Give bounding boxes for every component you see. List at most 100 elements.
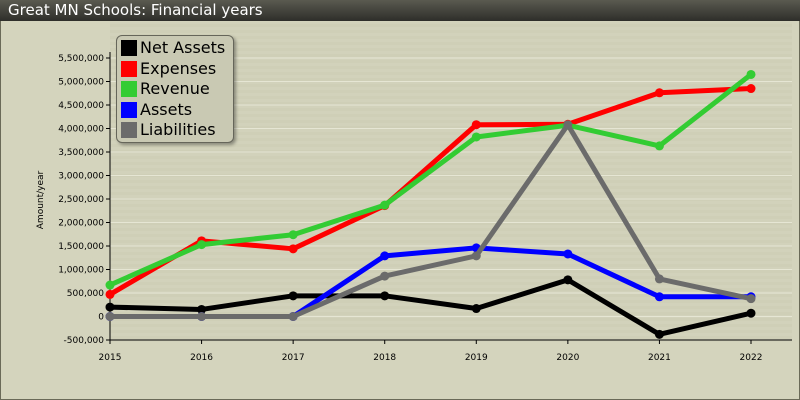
plot-band xyxy=(110,186,792,189)
plot-band xyxy=(110,30,792,33)
x-tick-label: 2017 xyxy=(282,353,305,363)
legend-label: Assets xyxy=(140,99,193,119)
plot-band xyxy=(110,228,792,231)
plot-band xyxy=(110,48,792,51)
plot-band xyxy=(110,270,792,273)
plot-band xyxy=(110,66,792,69)
data-point-revenue xyxy=(471,132,481,142)
y-tick-label: 4,500,000 xyxy=(58,101,104,111)
data-point-net-assets xyxy=(105,302,115,312)
plot-band xyxy=(110,234,792,237)
data-point-liabilities xyxy=(471,251,481,261)
plot-band xyxy=(110,102,792,105)
legend-item-assets: Assets xyxy=(121,100,192,120)
data-point-revenue xyxy=(380,200,390,210)
x-tick-label: 2020 xyxy=(556,353,579,363)
x-tick-label: 2015 xyxy=(99,353,122,363)
data-point-liabilities xyxy=(197,312,207,321)
data-point-revenue xyxy=(105,280,115,290)
data-point-assets xyxy=(563,249,573,259)
plot-band xyxy=(110,126,792,129)
data-point-net-assets xyxy=(746,308,756,318)
plot-band xyxy=(110,84,792,87)
plot-band xyxy=(110,264,792,267)
data-point-assets xyxy=(380,251,390,261)
plot-band xyxy=(110,210,792,213)
plot-band xyxy=(110,162,792,165)
plot-band xyxy=(110,330,792,333)
plot-band xyxy=(110,168,792,171)
plot-band xyxy=(110,96,792,99)
series-line-net-assets xyxy=(107,277,754,337)
legend-swatch xyxy=(121,81,137,97)
plot-band xyxy=(110,222,792,225)
y-tick-label: 0 xyxy=(98,313,104,323)
y-tick-label: 5,000,000 xyxy=(58,78,104,88)
legend: Net Assets Expenses Revenue Assets Liabiliti… xyxy=(116,35,234,143)
data-point-net-assets xyxy=(288,291,298,301)
data-point-revenue xyxy=(288,230,298,240)
plot-band xyxy=(110,72,792,75)
data-point-liabilities xyxy=(746,294,756,304)
data-point-liabilities xyxy=(380,271,390,281)
plot-band xyxy=(110,180,792,183)
plot-band xyxy=(110,54,792,57)
x-tick-label: 2018 xyxy=(373,353,396,363)
plot-band xyxy=(110,204,792,207)
data-point-net-assets xyxy=(197,304,207,314)
plot-band xyxy=(110,108,792,111)
legend-label: Revenue xyxy=(140,79,210,98)
plot-band xyxy=(110,282,792,285)
y-tick-label: 500,000 xyxy=(67,289,104,299)
plot-band xyxy=(110,336,792,339)
plot-band xyxy=(110,90,792,93)
plot-band xyxy=(110,114,792,117)
plot-band xyxy=(110,294,792,297)
data-point-liabilities xyxy=(563,120,573,130)
legend-swatch xyxy=(121,60,137,77)
y-tick-label: 2,000,000 xyxy=(58,219,104,229)
plot-band xyxy=(110,120,792,123)
plot-band xyxy=(110,324,792,327)
chart-title: Great MN Schools: Financial years xyxy=(8,1,263,19)
y-tick-label: 2,500,000 xyxy=(58,195,104,205)
y-tick-label: 1,500,000 xyxy=(58,242,104,252)
plot-band xyxy=(110,300,792,303)
plot-band xyxy=(110,60,792,63)
x-tick-label: 2019 xyxy=(465,353,488,363)
legend-swatch xyxy=(121,40,137,56)
legend-swatch xyxy=(121,122,137,138)
data-point-expenses xyxy=(288,244,298,254)
plot-band xyxy=(110,288,792,291)
y-tick-label: 1,000,000 xyxy=(58,266,104,276)
y-tick-label: 3,000,000 xyxy=(58,172,104,182)
y-tick-label: 4,000,000 xyxy=(58,125,104,135)
data-point-revenue xyxy=(746,69,756,79)
data-point-expenses xyxy=(654,88,664,98)
plot-band xyxy=(110,252,792,255)
plot-band xyxy=(110,24,792,27)
plot-band xyxy=(110,36,792,39)
plot-band xyxy=(110,312,792,315)
data-point-liabilities xyxy=(105,312,115,321)
data-point-expenses xyxy=(746,84,756,94)
data-point-revenue xyxy=(654,141,664,151)
plot-band xyxy=(110,240,792,243)
legend-label: Expenses xyxy=(140,58,217,78)
y-tick-label: -500,000 xyxy=(64,336,105,346)
data-point-revenue xyxy=(197,240,207,250)
plot-band xyxy=(110,192,792,195)
y-tick-label: 5,500,000 xyxy=(58,54,104,64)
x-tick-label: 2016 xyxy=(190,353,213,363)
data-point-net-assets xyxy=(471,304,481,314)
data-point-expenses xyxy=(105,289,115,299)
legend-item-expenses: Expenses xyxy=(121,59,216,79)
y-axis-label: Amount/year xyxy=(36,170,46,229)
series-line-liabilities xyxy=(107,122,754,319)
data-point-net-assets xyxy=(563,275,573,285)
title-bar: Great MN Schools: Financial years xyxy=(0,0,800,21)
plot-band xyxy=(110,318,792,321)
data-point-net-assets xyxy=(380,291,390,301)
data-point-assets xyxy=(654,292,664,302)
